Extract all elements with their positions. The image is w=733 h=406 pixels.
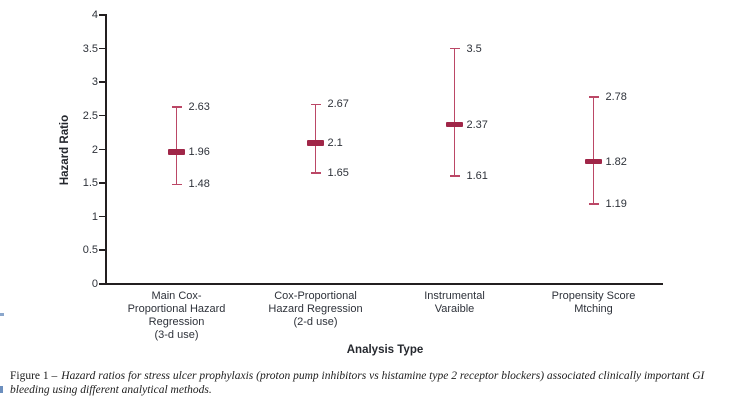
category-label: Main Cox- Proportional Hazard Regression (3…: [102, 290, 252, 342]
category-label-line: Proportional Hazard: [127, 303, 226, 315]
category-label: Instrumental Varaible: [380, 290, 530, 316]
category-label-line: Hazard Regression: [268, 303, 363, 315]
upper-ci-label: 3.5: [466, 42, 482, 55]
x-axis-line: [105, 283, 663, 285]
y-axis-title: Hazard Ratio: [59, 114, 71, 186]
upper-ci-label: 2.67: [327, 98, 349, 111]
estimate-label: 2.37: [466, 118, 488, 131]
lower-ci-label: 1.61: [466, 169, 488, 182]
estimate-label: 2.1: [327, 136, 343, 149]
category-label-line: (3-d use): [154, 329, 199, 341]
point-marker: [585, 158, 602, 165]
error-bar-line: [175, 107, 178, 185]
error-bar-cap-top: [449, 47, 460, 50]
y-tick-label: 2.5: [82, 109, 98, 122]
x-axis-title: Analysis Type: [346, 344, 424, 356]
error-bar-cap-bottom: [588, 203, 599, 205]
y-tick-label: 2: [91, 143, 98, 156]
lower-ci-label: 1.19: [605, 197, 627, 210]
upper-ci-label: 2.78: [605, 91, 627, 104]
plot-area: 4 3.5 3 2.5 2 1.5 1 0.5 0 2.63 1.96 1.48 Main Cox- Pr…: [82, 9, 669, 342]
y-tick-mark: [99, 14, 105, 16]
category-label-line: Instrumental: [424, 290, 485, 302]
y-tick-mark: [99, 215, 105, 218]
y-tick-mark: [99, 148, 105, 150]
y-tick-label: 4: [91, 9, 98, 21]
category-label-line: Mtching: [574, 303, 613, 315]
error-bar-cap-top: [171, 106, 182, 108]
point-marker: [307, 140, 324, 146]
scan-artifact: [0, 313, 4, 316]
y-tick-mark: [99, 182, 105, 184]
y-axis-line: [105, 14, 107, 285]
category-label: Propensity Score Mtching: [519, 290, 669, 316]
upper-ci-label: 2.63: [188, 101, 210, 114]
figure-caption: Figure 1 – Hazard ratios for stress ulcer…: [10, 369, 726, 397]
category-label-line: Main Cox-: [151, 290, 202, 302]
category-label: Cox-Proportional Hazard Regression (2-d us…: [241, 290, 391, 329]
estimate-label: 1.96: [188, 146, 210, 159]
y-tick-mark: [99, 114, 105, 117]
category-label-line: Regression: [148, 316, 205, 328]
y-tick-label: 0: [91, 278, 98, 290]
category-label-line: Propensity Score: [551, 290, 636, 302]
lower-ci-label: 1.65: [327, 167, 349, 180]
lower-ci-label: 1.48: [188, 178, 210, 191]
error-bar-cap-bottom: [310, 172, 321, 174]
point-marker: [168, 149, 185, 155]
y-tick-label: 0.5: [82, 244, 98, 257]
error-bar-line: [314, 104, 317, 174]
y-tick-label: 3.5: [82, 42, 98, 55]
figure-caption-label: Figure 1 –: [10, 370, 58, 382]
y-tick-mark: [99, 47, 105, 50]
scan-artifact: [0, 386, 3, 393]
y-tick-mark: [99, 81, 105, 83]
error-bar-cap-bottom: [171, 183, 182, 186]
error-bar-cap-top: [310, 103, 321, 106]
error-bar-cap-top: [588, 96, 599, 98]
y-tick-label: 3: [91, 76, 98, 89]
category-label-line: (2-d use): [293, 316, 338, 328]
error-bar-line: [453, 48, 456, 176]
figure-caption-text: Hazard ratios for stress ulcer prophylax…: [10, 370, 705, 396]
y-tick-label: 1.5: [82, 177, 98, 190]
y-tick-mark: [99, 283, 105, 285]
category-label-line: Cox-Proportional: [274, 290, 357, 302]
estimate-label: 1.82: [605, 155, 627, 168]
category-label-line: Varaible: [434, 303, 475, 315]
error-bar-cap-bottom: [449, 174, 460, 177]
y-tick-mark: [99, 249, 105, 251]
point-marker: [446, 121, 463, 128]
y-tick-label: 1: [91, 210, 98, 223]
error-bar-line: [592, 97, 595, 204]
